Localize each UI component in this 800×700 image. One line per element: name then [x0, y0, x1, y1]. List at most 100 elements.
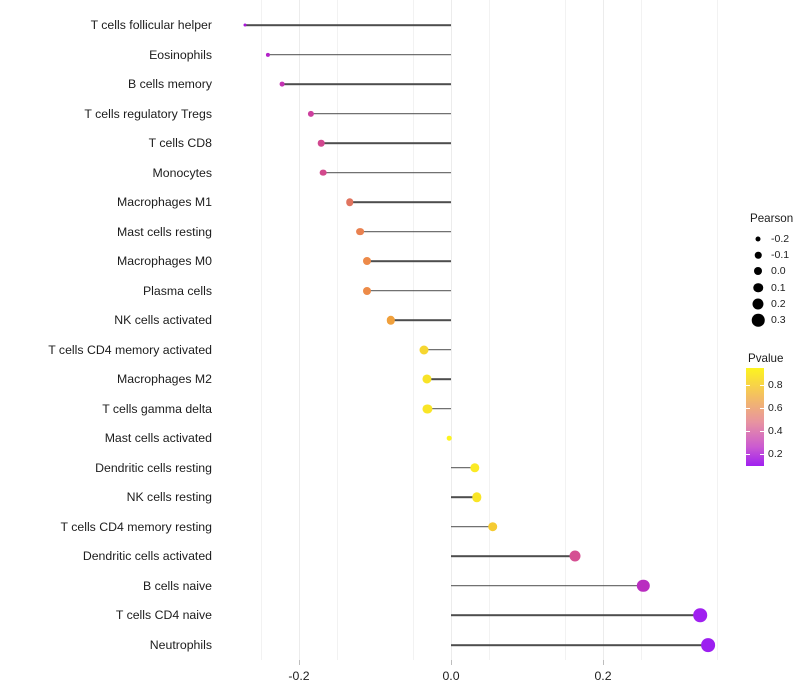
lollipop-point[interactable] — [700, 638, 715, 652]
colorbar-tick — [746, 454, 750, 456]
lollipop-stem — [451, 496, 477, 499]
lollipop-point[interactable] — [386, 315, 396, 325]
lollipop-point[interactable] — [488, 522, 498, 532]
y-axis-label: T cells CD4 memory activated — [48, 342, 212, 357]
pearson-legend-item: 0.0 — [747, 263, 786, 279]
lollipop-point[interactable] — [317, 139, 325, 147]
gridline-minor — [489, 0, 490, 660]
lollipop-point[interactable] — [472, 492, 482, 503]
lollipop-point[interactable] — [422, 404, 432, 414]
lollipop-stem — [359, 230, 451, 233]
y-axis-label: T cells CD4 naive — [115, 608, 212, 623]
x-axis-tick — [451, 660, 452, 665]
y-axis-label: Mast cells resting — [117, 224, 212, 239]
pearson-legend-dot-icon — [754, 267, 762, 276]
lollipop-point[interactable] — [569, 550, 581, 562]
pearson-legend-title: Pearson — [750, 212, 794, 225]
y-axis-label: Neutrophils — [149, 637, 212, 652]
y-axis-label: Mast cells activated — [104, 431, 212, 446]
gridline-minor — [261, 0, 262, 660]
y-axis-label: T cells CD8 — [148, 135, 212, 150]
pearson-legend-dot-icon — [753, 282, 763, 293]
lollipop-point[interactable] — [422, 374, 432, 384]
colorbar-tick — [746, 431, 750, 433]
y-axis-label: Monocytes — [152, 165, 212, 180]
x-axis-tick-label: 0.0 — [442, 669, 460, 683]
lollipop-point[interactable] — [346, 198, 354, 206]
pearson-legend-dot-icon — [755, 236, 761, 242]
lollipop-stem — [321, 142, 451, 144]
lollipop-stem — [282, 83, 451, 85]
x-axis: -0.2 0.0 0.2 — [222, 660, 724, 700]
lollipop-stem — [451, 555, 575, 558]
y-axis-label: B cells memory — [127, 76, 212, 91]
colorbar-tick — [746, 408, 750, 410]
pearson-legend-item-label: 0.0 — [771, 265, 786, 278]
colorbar-tick — [760, 454, 764, 456]
pvalue-colorbar — [746, 368, 764, 466]
lollipop-stem — [423, 348, 451, 351]
pearson-legend-dot-icon — [752, 298, 764, 310]
y-axis-label: Macrophages M0 — [116, 254, 212, 269]
lollipop-stem — [323, 171, 451, 174]
pearson-legend-dot-icon — [751, 313, 765, 327]
y-axis-label: Macrophages M1 — [116, 194, 212, 209]
colorbar-tick-label: 0.8 — [768, 379, 783, 392]
colorbar-tick — [760, 431, 764, 433]
lollipop-point[interactable] — [469, 463, 480, 473]
pearson-legend-item: -0.1 — [747, 247, 789, 263]
pearson-legend-dot-icon — [754, 251, 762, 259]
lollipop-stem — [390, 319, 451, 321]
lollipop-stem — [245, 24, 451, 26]
lollipop-point[interactable] — [447, 435, 452, 441]
colorbar-tick-label: 0.2 — [768, 448, 783, 461]
colorbar-tick — [760, 408, 764, 410]
lollipop-point[interactable] — [355, 227, 364, 236]
colorbar-tick — [746, 385, 750, 387]
lollipop-point[interactable] — [319, 169, 327, 176]
lollipop-point[interactable] — [419, 345, 429, 355]
gridline-major — [451, 0, 452, 660]
lollipop-stem — [451, 467, 475, 469]
lollipop-point[interactable] — [265, 52, 270, 57]
x-axis-tick-label: -0.2 — [288, 669, 310, 683]
lollipop-point[interactable] — [637, 579, 650, 593]
lollipop-stem — [427, 407, 451, 410]
colorbar-tick — [760, 385, 764, 387]
gridline-minor — [337, 0, 338, 660]
lollipop-point[interactable] — [362, 257, 371, 266]
y-axis-label: T cells gamma delta — [102, 401, 212, 416]
lollipop-point[interactable] — [308, 110, 315, 117]
pvalue-legend-title: Pvalue — [748, 352, 784, 365]
y-axis-label: Dendritic cells resting — [95, 460, 212, 475]
gridline-minor — [413, 0, 414, 660]
x-axis-tick — [603, 660, 604, 665]
lollipop-point[interactable] — [363, 286, 372, 295]
y-axis-label: NK cells resting — [126, 490, 212, 505]
y-axis-category-labels: T cells follicular helper Eosinophils B ce… — [0, 0, 222, 660]
gridline-minor — [717, 0, 718, 660]
pearson-legend-item: 0.1 — [747, 280, 786, 296]
y-axis-label: NK cells activated — [114, 313, 212, 328]
y-axis-label: Dendritic cells activated — [82, 549, 212, 564]
lollipop-stem — [451, 614, 701, 617]
gridline-major — [299, 0, 300, 660]
pearson-legend-item-label: -0.2 — [771, 233, 790, 245]
plot-panel — [222, 0, 724, 660]
y-axis-label: B cells naive — [142, 578, 212, 593]
y-axis-label: T cells regulatory Tregs — [84, 106, 212, 121]
lollipop-point[interactable] — [279, 81, 285, 87]
lollipop-point[interactable] — [243, 23, 247, 27]
lollipop-point[interactable] — [693, 608, 708, 623]
pearson-legend-item: 0.2 — [747, 296, 786, 312]
colorbar-tick-label: 0.6 — [768, 402, 783, 415]
y-axis-label: Eosinophils — [149, 47, 212, 62]
lollipop-stem — [349, 201, 451, 203]
lollipop-stem — [451, 644, 708, 646]
pearson-legend-item-label: 0.2 — [771, 297, 786, 310]
x-axis-tick-label: 0.2 — [594, 669, 612, 683]
lollipop-stem — [267, 53, 451, 56]
pearson-legend-item-label: 0.1 — [771, 281, 786, 294]
gridline-minor — [565, 0, 566, 660]
